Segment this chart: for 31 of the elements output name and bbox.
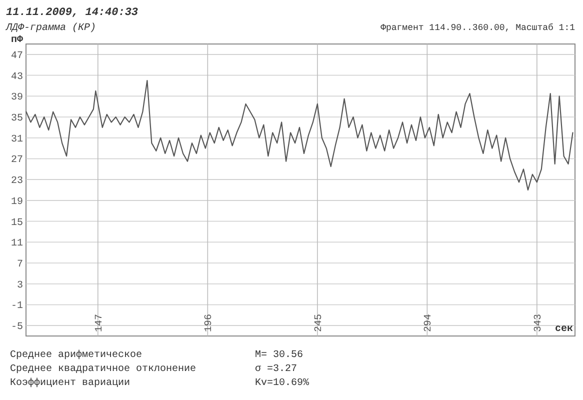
text: Среднее квадратичное отклонение [10,364,196,375]
y-tick-label: -5 [10,322,23,334]
y-tick-label: 7 [16,260,23,270]
text: Kv=10.69% [255,378,310,389]
x-tick-label: 147 [94,314,106,332]
y-tick-label: 43 [10,72,23,83]
x-axis-title: сек [554,324,573,335]
y-tick-label: 31 [10,134,23,146]
x-tick-label: 294 [424,314,435,332]
y-tick-label: 35 [10,114,23,124]
x-tick-label: 343 [533,314,544,332]
text: σ =3.27 [255,364,298,375]
y-tick-label: 47 [10,50,23,62]
y-tick-label: 23 [10,176,23,188]
chart-title: ЛДФ-грамма (КР) [5,22,96,34]
y-tick-label: 19 [10,196,23,208]
y-axis-title: пФ [10,35,23,46]
text: Коэффициент вариации [10,377,130,389]
y-tick-label: 11 [10,238,23,250]
text: Среднее арифметическое [10,349,142,361]
chart-subtitle: 11.11.2009, 14:40:33 [6,7,138,19]
x-tick-label: 196 [204,314,216,332]
y-tick-label: 15 [10,218,23,229]
text: M= 30.56 [255,350,304,361]
text: Фрагмент 114.90..360.00, Масштаб 1:1 [380,23,575,33]
y-tick-label: 3 [16,280,23,292]
y-tick-label: 39 [10,92,23,104]
y-tick-label: -1 [10,301,23,312]
x-tick-label: 245 [314,314,325,332]
y-tick-label: 27 [10,155,23,166]
line-series [26,80,574,191]
